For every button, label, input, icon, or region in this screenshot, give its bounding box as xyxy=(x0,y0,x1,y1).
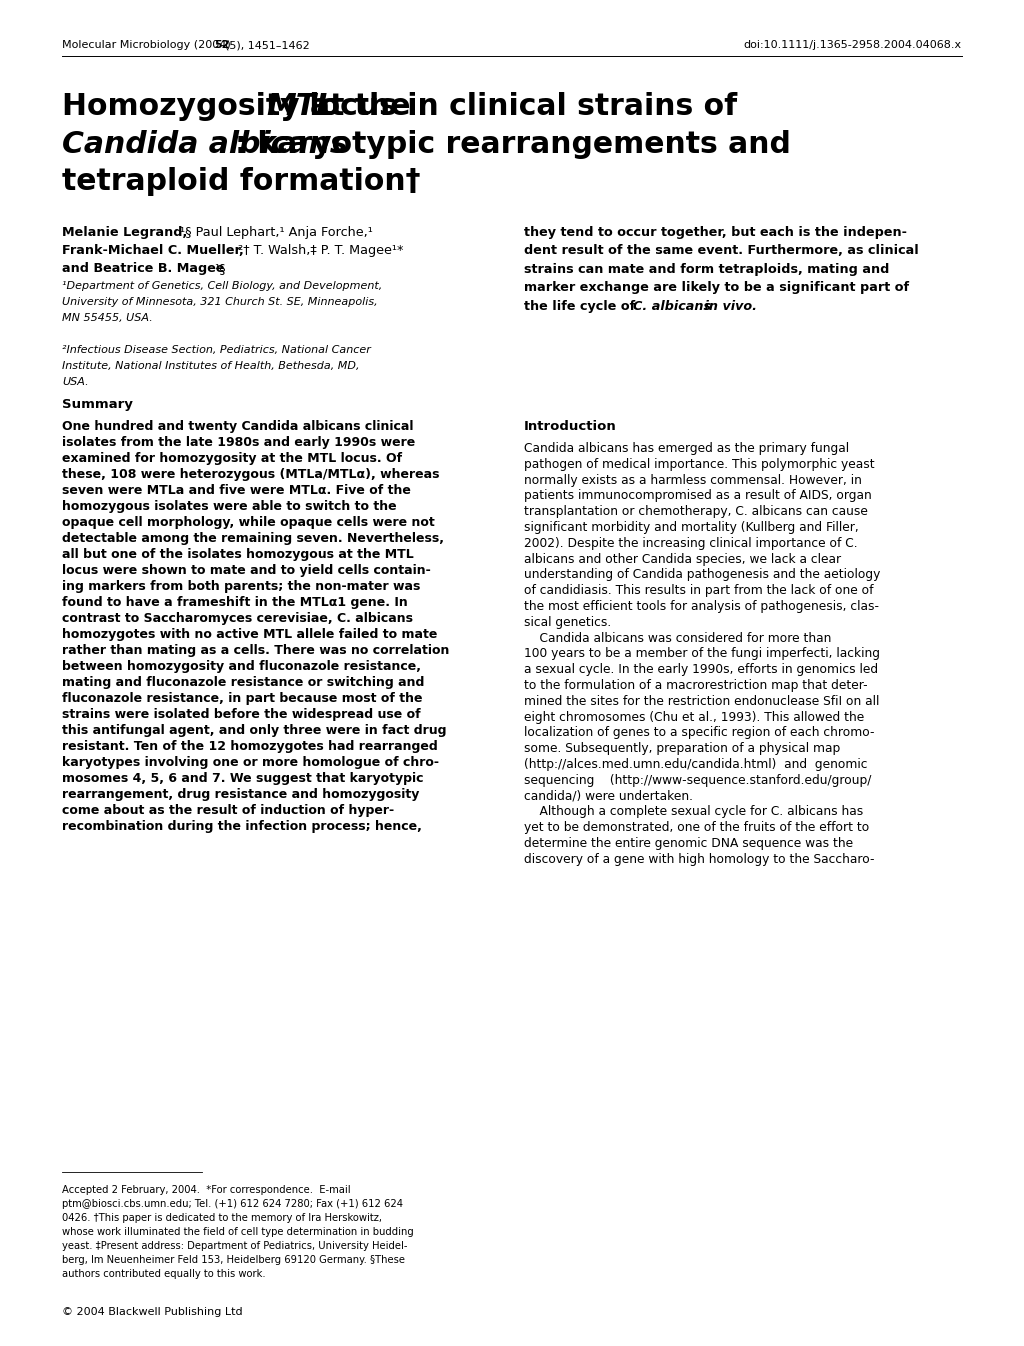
Text: locus were shown to mate and to yield cells contain-: locus were shown to mate and to yield ce… xyxy=(62,564,431,577)
Text: transplantation or chemotherapy, C. albicans can cause: transplantation or chemotherapy, C. albi… xyxy=(524,505,868,518)
Text: rearrangement, drug resistance and homozygosity: rearrangement, drug resistance and homoz… xyxy=(62,787,420,801)
Text: discovery of a gene with high homology to the Saccharo-: discovery of a gene with high homology t… xyxy=(524,853,874,865)
Text: to the formulation of a macrorestriction map that deter-: to the formulation of a macrorestriction… xyxy=(524,678,867,692)
Text: Accepted 2 February, 2004.  *For correspondence.  E-mail: Accepted 2 February, 2004. *For correspo… xyxy=(62,1184,350,1195)
Text: this antifungal agent, and only three were in fact drug: this antifungal agent, and only three we… xyxy=(62,724,446,738)
Text: homozygous isolates were able to switch to the: homozygous isolates were able to switch … xyxy=(62,499,396,513)
Text: recombination during the infection process; hence,: recombination during the infection proce… xyxy=(62,820,422,833)
Text: some. Subsequently, preparation of a physical map: some. Subsequently, preparation of a phy… xyxy=(524,742,841,755)
Text: Homozygosity at the: Homozygosity at the xyxy=(62,92,421,121)
Text: contrast to Saccharomyces cerevisiae, C. albicans: contrast to Saccharomyces cerevisiae, C.… xyxy=(62,612,413,625)
Text: mined the sites for the restriction endonuclease SfiI on all: mined the sites for the restriction endo… xyxy=(524,695,880,708)
Text: mosomes 4, 5, 6 and 7. We suggest that karyotypic: mosomes 4, 5, 6 and 7. We suggest that k… xyxy=(62,773,424,785)
Text: sequencing    (http://www-sequence.stanford.edu/group/: sequencing (http://www-sequence.stanford… xyxy=(524,774,871,787)
Text: Candida albicans was considered for more than: Candida albicans was considered for more… xyxy=(524,631,831,645)
Text: Candida albicans has emerged as the primary fungal: Candida albicans has emerged as the prim… xyxy=(524,441,849,455)
Text: ¹Department of Genetics, Cell Biology, and Development,: ¹Department of Genetics, Cell Biology, a… xyxy=(62,281,382,291)
Text: sical genetics.: sical genetics. xyxy=(524,616,611,629)
Text: Summary: Summary xyxy=(62,398,133,411)
Text: marker exchange are likely to be a significant part of: marker exchange are likely to be a signi… xyxy=(524,281,909,295)
Text: the most efficient tools for analysis of pathogenesis, clas-: the most efficient tools for analysis of… xyxy=(524,600,879,612)
Text: 100 years to be a member of the fungi imperfecti, lacking: 100 years to be a member of the fungi im… xyxy=(524,647,880,661)
Text: strains were isolated before the widespread use of: strains were isolated before the widespr… xyxy=(62,708,421,721)
Text: homozygotes with no active MTL allele failed to mate: homozygotes with no active MTL allele fa… xyxy=(62,629,437,641)
Text: C. albicans: C. albicans xyxy=(633,300,711,314)
Text: 0426. †This paper is dedicated to the memory of Ira Herskowitz,: 0426. †This paper is dedicated to the me… xyxy=(62,1213,382,1224)
Text: University of Minnesota, 321 Church St. SE, Minneapolis,: University of Minnesota, 321 Church St. … xyxy=(62,297,378,307)
Text: One hundred and twenty Candida albicans clinical: One hundred and twenty Candida albicans … xyxy=(62,420,414,433)
Text: detectable among the remaining seven. Nevertheless,: detectable among the remaining seven. Ne… xyxy=(62,532,444,545)
Text: eight chromosomes (Chu et al., 1993). This allowed the: eight chromosomes (Chu et al., 1993). Th… xyxy=(524,711,864,724)
Text: all but one of the isolates homozygous at the MTL: all but one of the isolates homozygous a… xyxy=(62,548,414,561)
Text: locus in clinical strains of: locus in clinical strains of xyxy=(299,92,737,121)
Text: MTL: MTL xyxy=(266,92,335,121)
Text: berg, Im Neuenheimer Feld 153, Heidelberg 69120 Germany. §These: berg, Im Neuenheimer Feld 153, Heidelber… xyxy=(62,1254,406,1265)
Text: determine the entire genomic DNA sequence was the: determine the entire genomic DNA sequenc… xyxy=(524,837,853,851)
Text: these, 108 were heterozygous (MTLa/MTLα), whereas: these, 108 were heterozygous (MTLa/MTLα)… xyxy=(62,468,439,481)
Text: ²† T. Walsh,‡ P. T. Magee¹*: ²† T. Walsh,‡ P. T. Magee¹* xyxy=(238,244,403,257)
Text: come about as the result of induction of hyper-: come about as the result of induction of… xyxy=(62,804,394,817)
Text: Introduction: Introduction xyxy=(524,420,616,433)
Text: between homozygosity and fluconazole resistance,: between homozygosity and fluconazole res… xyxy=(62,660,421,673)
Text: the life cycle of: the life cycle of xyxy=(524,300,640,314)
Text: ing markers from both parents; the non-mater was: ing markers from both parents; the non-m… xyxy=(62,580,421,594)
Text: pathogen of medical importance. This polymorphic yeast: pathogen of medical importance. This pol… xyxy=(524,458,874,471)
Text: yet to be demonstrated, one of the fruits of the effort to: yet to be demonstrated, one of the fruit… xyxy=(524,821,869,835)
Text: of candidiasis. This results in part from the lack of one of: of candidiasis. This results in part fro… xyxy=(524,584,873,598)
Text: Although a complete sexual cycle for C. albicans has: Although a complete sexual cycle for C. … xyxy=(524,805,863,818)
Text: understanding of Candida pathogenesis and the aetiology: understanding of Candida pathogenesis an… xyxy=(524,568,881,581)
Text: mating and fluconazole resistance or switching and: mating and fluconazole resistance or swi… xyxy=(62,676,424,689)
Text: localization of genes to a specific region of each chromo-: localization of genes to a specific regi… xyxy=(524,727,874,739)
Text: patients immunocompromised as a result of AIDS, organ: patients immunocompromised as a result o… xyxy=(524,490,871,502)
Text: opaque cell morphology, while opaque cells were not: opaque cell morphology, while opaque cel… xyxy=(62,516,435,529)
Text: ptm@biosci.cbs.umn.edu; Tel. (+1) 612 624 7280; Fax (+1) 612 624: ptm@biosci.cbs.umn.edu; Tel. (+1) 612 62… xyxy=(62,1199,403,1209)
Text: Candida albicans: Candida albicans xyxy=(62,131,347,159)
Text: found to have a frameshift in the MTLα1 gene. In: found to have a frameshift in the MTLα1 … xyxy=(62,596,408,608)
Text: strains can mate and form tetraploids, mating and: strains can mate and form tetraploids, m… xyxy=(524,262,890,276)
Text: 2002). Despite the increasing clinical importance of C.: 2002). Despite the increasing clinical i… xyxy=(524,537,858,549)
Text: in vivo.: in vivo. xyxy=(700,300,757,314)
Text: ²Infectious Disease Section, Pediatrics, National Cancer: ²Infectious Disease Section, Pediatrics,… xyxy=(62,345,371,355)
Text: they tend to occur together, but each is the indepen-: they tend to occur together, but each is… xyxy=(524,226,907,240)
Text: seven were MTLa and five were MTLα. Five of the: seven were MTLa and five were MTLα. Five… xyxy=(62,485,411,497)
Text: USA.: USA. xyxy=(62,377,89,388)
Text: © 2004 Blackwell Publishing Ltd: © 2004 Blackwell Publishing Ltd xyxy=(62,1307,243,1316)
Text: (http://alces.med.umn.edu/candida.html)  and  genomic: (http://alces.med.umn.edu/candida.html) … xyxy=(524,758,867,771)
Text: candida/) were undertaken.: candida/) were undertaken. xyxy=(524,790,693,802)
Text: and Beatrice B. Magee: and Beatrice B. Magee xyxy=(62,262,224,275)
Text: Melanie Legrand,: Melanie Legrand, xyxy=(62,226,187,240)
Text: Frank-Michael C. Mueller,: Frank-Michael C. Mueller, xyxy=(62,244,244,257)
Text: ¹§: ¹§ xyxy=(214,262,225,275)
Text: tetraploid formation†: tetraploid formation† xyxy=(62,167,421,197)
Text: examined for homozygosity at the MTL locus. Of: examined for homozygosity at the MTL loc… xyxy=(62,452,402,464)
Text: significant morbidity and mortality (Kullberg and Filler,: significant morbidity and mortality (Kul… xyxy=(524,521,859,534)
Text: resistant. Ten of the 12 homozygotes had rearranged: resistant. Ten of the 12 homozygotes had… xyxy=(62,740,437,752)
Text: ¹§ Paul Lephart,¹ Anja Forche,¹: ¹§ Paul Lephart,¹ Anja Forche,¹ xyxy=(180,226,373,240)
Text: normally exists as a harmless commensal. However, in: normally exists as a harmless commensal.… xyxy=(524,474,862,487)
Text: : karyotypic rearrangements and: : karyotypic rearrangements and xyxy=(234,131,791,159)
Text: karyotypes involving one or more homologue of chro-: karyotypes involving one or more homolog… xyxy=(62,756,439,769)
Text: a sexual cycle. In the early 1990s, efforts in genomics led: a sexual cycle. In the early 1990s, effo… xyxy=(524,664,879,676)
Text: Molecular Microbiology (2004): Molecular Microbiology (2004) xyxy=(62,40,234,50)
Text: (5), 1451–1462: (5), 1451–1462 xyxy=(225,40,309,50)
Text: authors contributed equally to this work.: authors contributed equally to this work… xyxy=(62,1269,265,1279)
Text: yeast. ‡Present address: Department of Pediatrics, University Heidel-: yeast. ‡Present address: Department of P… xyxy=(62,1241,408,1250)
Text: doi:10.1111/j.1365-2958.2004.04068.x: doi:10.1111/j.1365-2958.2004.04068.x xyxy=(743,40,962,50)
Text: fluconazole resistance, in part because most of the: fluconazole resistance, in part because … xyxy=(62,692,423,705)
Text: albicans and other Candida species, we lack a clear: albicans and other Candida species, we l… xyxy=(524,553,841,565)
Text: rather than mating as a cells. There was no correlation: rather than mating as a cells. There was… xyxy=(62,643,450,657)
Text: MN 55455, USA.: MN 55455, USA. xyxy=(62,314,153,323)
Text: isolates from the late 1980s and early 1990s were: isolates from the late 1980s and early 1… xyxy=(62,436,416,450)
Text: whose work illuminated the field of cell type determination in budding: whose work illuminated the field of cell… xyxy=(62,1228,414,1237)
Text: dent result of the same event. Furthermore, as clinical: dent result of the same event. Furthermo… xyxy=(524,245,919,257)
Text: Institute, National Institutes of Health, Bethesda, MD,: Institute, National Institutes of Health… xyxy=(62,361,359,371)
Text: 52: 52 xyxy=(214,40,229,50)
